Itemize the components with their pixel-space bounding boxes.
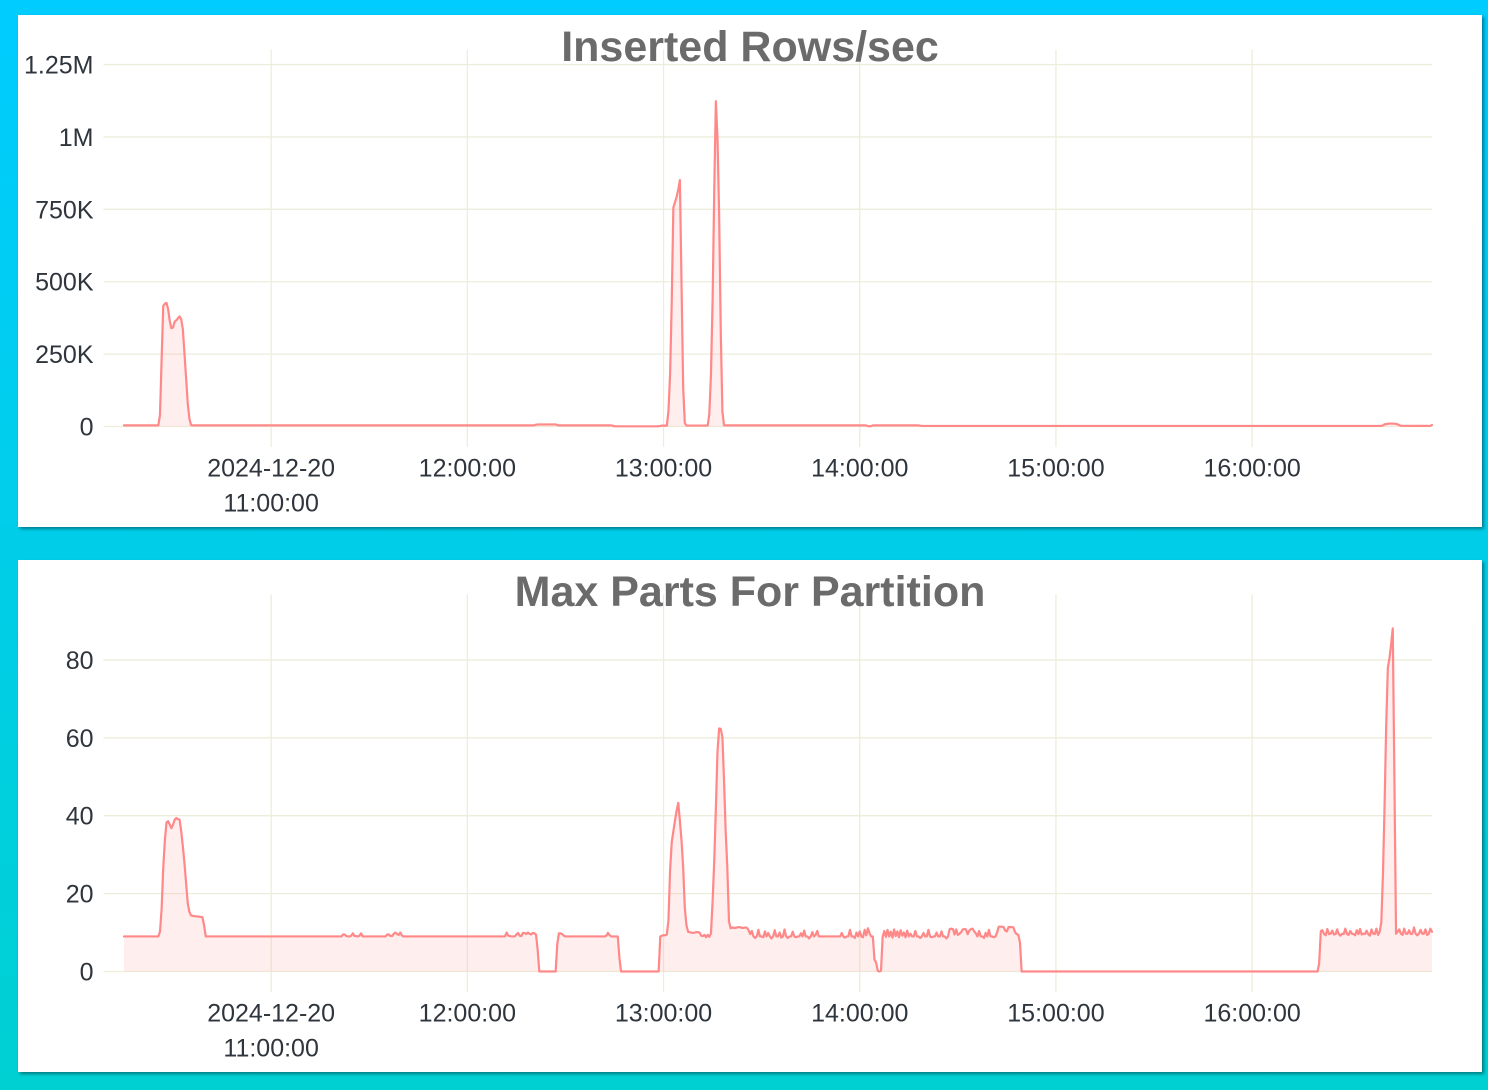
series-line [122,627,1434,973]
y-axis-tick-label: 20 [66,881,94,909]
y-axis-tick-label: 80 [66,647,94,675]
y-axis-tick-label: 1.25M [24,52,93,80]
grid-lines [103,49,1432,447]
y-axis-tick-label: 500K [35,269,94,297]
grid-lines [103,594,1432,992]
chart-panel-inserted-rows-sec: 0 250K 500K 750K 1M 1.25M 2024-12-20 11:00:00 12… [18,15,1482,527]
chart-plot-max-parts-for-partition[interactable]: 0 20 40 60 80 2024-12-20 11:00:00 12:00:00 13:00… [18,560,1482,1072]
x-axis-tick-label: 15:00:00 [1007,455,1104,483]
x-axis-tick-label: 14:00:00 [811,1000,908,1028]
y-axis-tick-label: 0 [80,414,94,442]
x-axis-tick-label: 13:00:00 [615,1000,712,1028]
x-axis-tick-label: 2024-12-20 [207,455,335,483]
series-area-group [122,100,1434,428]
x-axis-tick-label: 2024-12-20 [207,1000,335,1028]
x-axis-tick-label: 11:00:00 [223,1035,318,1063]
chart-plot-inserted-rows-sec[interactable]: 0 250K 500K 750K 1M 1.25M 2024-12-20 11:00:00 12… [18,15,1482,527]
y-axis-tick-label: 0 [80,959,94,987]
x-axis-tick-label: 14:00:00 [811,455,908,483]
chart-panel-max-parts-for-partition: 0 20 40 60 80 2024-12-20 11:00:00 12:00:00 13:00… [18,560,1482,1072]
x-axis-tick-label: 13:00:00 [615,455,712,483]
series-fill [124,101,1432,427]
x-axis-tick-label: 15:00:00 [1007,1000,1104,1028]
x-axis-tick-label: 11:00:00 [223,490,318,518]
y-axis-tick-label: 40 [66,803,94,831]
y-axis-tick-label: 250K [35,341,94,369]
y-axis-tick-label: 1M [59,124,94,152]
series-line [122,100,1434,428]
y-axis-tick-label: 60 [66,725,94,753]
y-axis-tick-label: 750K [35,196,94,224]
x-axis-tick-label: 12:00:00 [419,1000,516,1028]
series-fill [124,628,1432,972]
x-axis-tick-label: 12:00:00 [419,455,516,483]
x-axis-tick-label: 16:00:00 [1203,455,1300,483]
x-axis-tick-label: 16:00:00 [1203,1000,1300,1028]
series-area-group [122,627,1434,973]
